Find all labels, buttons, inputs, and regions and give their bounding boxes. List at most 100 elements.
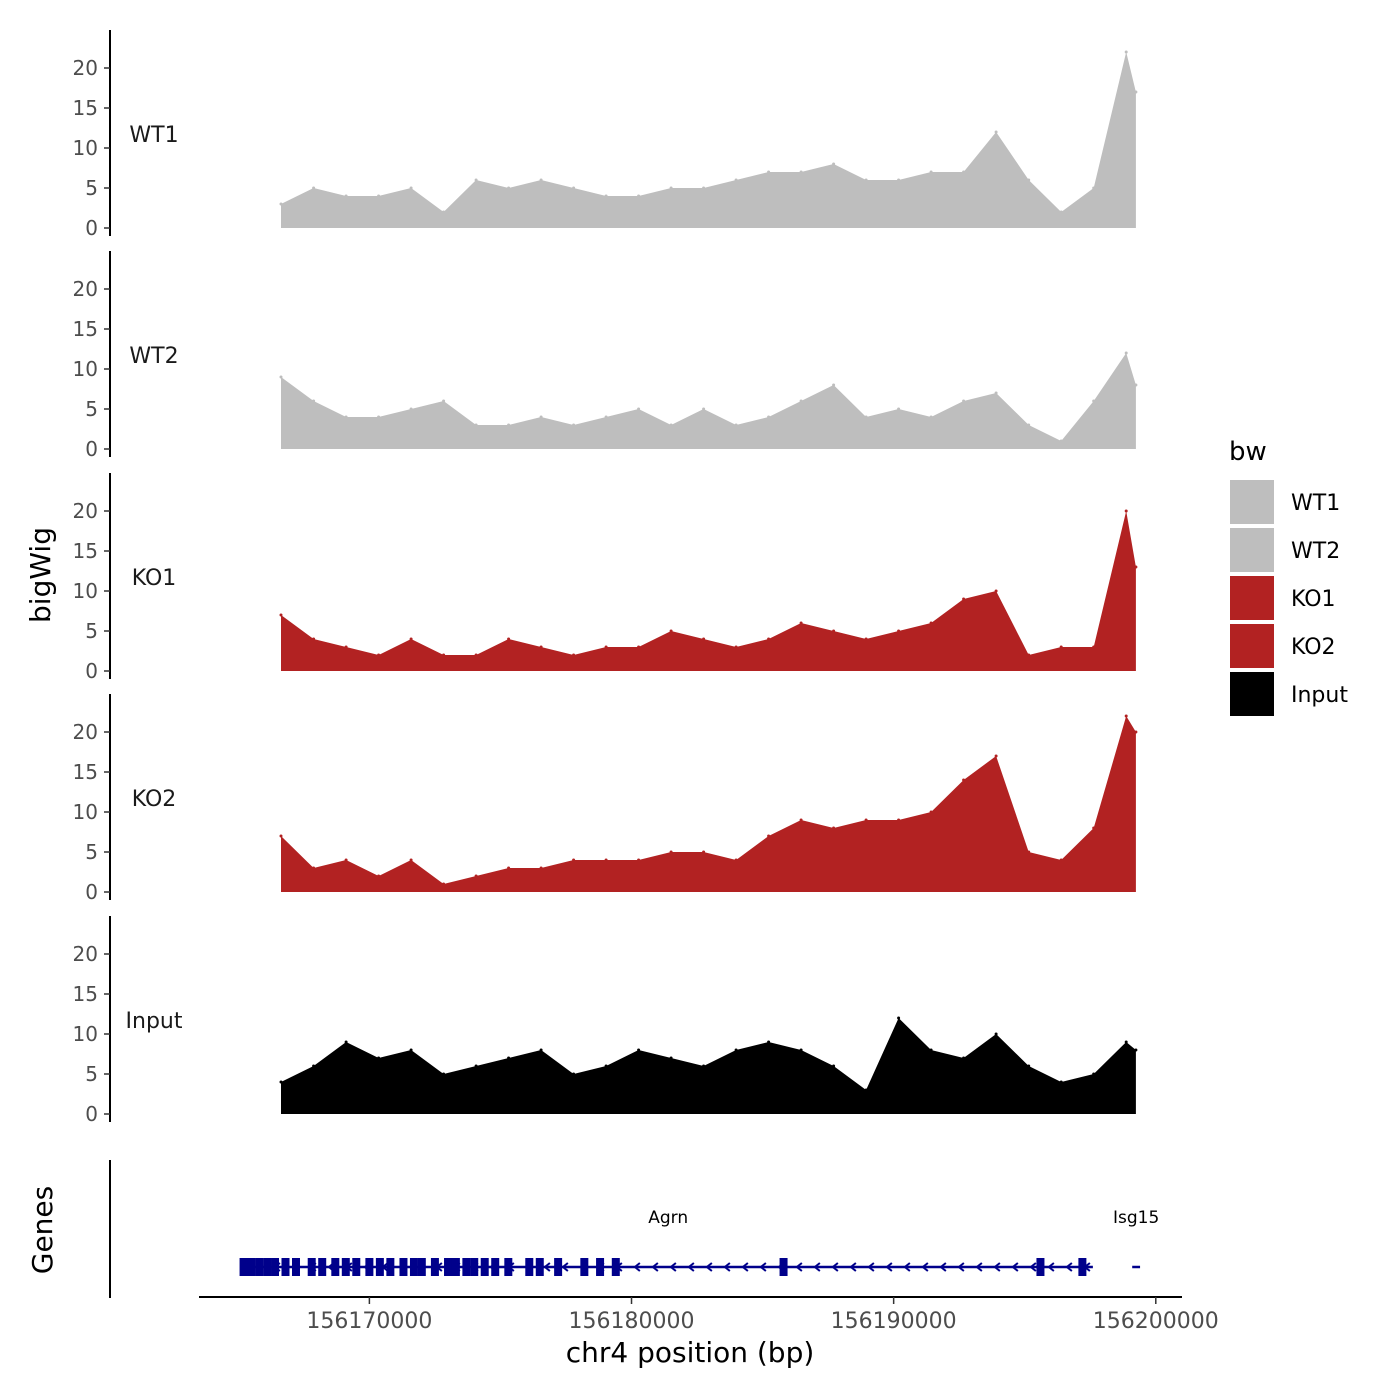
data-point xyxy=(377,1056,381,1060)
x-axis-title: chr4 position (bp) xyxy=(566,1336,815,1369)
strand-arrow xyxy=(939,1262,947,1272)
y-tick-label: 15 xyxy=(73,760,98,784)
data-point xyxy=(799,170,803,174)
legend-label: KO2 xyxy=(1291,635,1336,660)
x-tick-label: 156190000 xyxy=(831,1309,957,1334)
exon xyxy=(462,1258,471,1276)
data-point xyxy=(864,1088,868,1092)
gene-label: Isg15 xyxy=(1113,1208,1159,1228)
data-point xyxy=(604,645,608,649)
data-point xyxy=(539,645,543,649)
strand-arrow xyxy=(993,1262,1001,1272)
coverage-area xyxy=(281,1018,1136,1114)
data-point xyxy=(344,415,348,419)
data-point xyxy=(1134,383,1138,387)
data-point xyxy=(572,858,576,862)
data-point xyxy=(929,170,933,174)
data-point xyxy=(572,186,576,190)
legend-label: KO1 xyxy=(1291,587,1336,612)
data-point xyxy=(1092,1072,1096,1076)
y-tick-label: 5 xyxy=(85,619,98,643)
exon xyxy=(1036,1258,1045,1276)
track-panel-ko2: 0 5 10 15 20 KO2 xyxy=(73,694,1138,904)
legend-swatch xyxy=(1230,480,1274,524)
y-tick-label: 5 xyxy=(85,1062,98,1086)
data-point xyxy=(669,850,673,854)
data-point xyxy=(767,415,771,419)
data-point xyxy=(507,423,511,427)
y-tick-label: 20 xyxy=(73,720,98,744)
data-point xyxy=(279,613,283,617)
y-tick-label: 20 xyxy=(73,499,98,523)
data-point xyxy=(897,407,901,411)
data-point xyxy=(994,130,998,134)
data-point xyxy=(377,874,381,878)
y-tick-label: 0 xyxy=(85,1102,98,1126)
data-point xyxy=(702,637,706,641)
data-point xyxy=(929,1048,933,1052)
y-tick-label: 0 xyxy=(85,437,98,461)
data-point xyxy=(637,194,641,198)
data-point xyxy=(1059,1080,1063,1084)
strand-arrow xyxy=(975,1262,983,1272)
data-point xyxy=(702,1064,706,1068)
y-tick-label: 0 xyxy=(85,216,98,240)
data-point xyxy=(279,1080,283,1084)
data-point xyxy=(994,1032,998,1036)
data-point xyxy=(929,810,933,814)
strand-arrow xyxy=(741,1262,749,1272)
data-point xyxy=(669,1056,673,1060)
exon xyxy=(255,1258,264,1276)
y-tick-label: 0 xyxy=(85,659,98,683)
y-tick-label: 20 xyxy=(73,942,98,966)
strand-arrow xyxy=(651,1262,659,1272)
data-point xyxy=(377,653,381,657)
genes-axis-label: Genes xyxy=(26,1186,59,1274)
data-point xyxy=(767,834,771,838)
data-point xyxy=(442,210,446,214)
data-point xyxy=(669,186,673,190)
data-point xyxy=(572,653,576,657)
legend-label: WT1 xyxy=(1291,491,1340,516)
exon xyxy=(271,1258,280,1276)
y-tick-label: 15 xyxy=(73,539,98,563)
exon xyxy=(596,1258,605,1276)
data-point xyxy=(897,818,901,822)
data-point xyxy=(832,1064,836,1068)
data-point xyxy=(344,858,348,862)
data-point xyxy=(377,194,381,198)
strand-arrow xyxy=(813,1262,821,1272)
data-point xyxy=(962,778,966,782)
data-point xyxy=(474,423,478,427)
legend-swatch xyxy=(1230,528,1274,572)
data-point xyxy=(1059,858,1063,862)
strand-arrow xyxy=(867,1262,875,1272)
exon xyxy=(318,1258,327,1276)
data-point xyxy=(604,415,608,419)
track-panel-wt2: 0 5 10 15 20 WT2 xyxy=(73,251,1138,461)
data-point xyxy=(409,407,413,411)
data-point xyxy=(734,1048,738,1052)
y-tick-label: 0 xyxy=(85,880,98,904)
data-point xyxy=(344,645,348,649)
data-point xyxy=(897,178,901,182)
track-panel-input: 0 5 10 15 20 Input xyxy=(73,916,1138,1126)
data-point xyxy=(1027,850,1031,854)
data-point xyxy=(1027,1064,1031,1068)
data-point xyxy=(312,866,316,870)
data-point xyxy=(312,399,316,403)
data-point xyxy=(994,391,998,395)
data-point xyxy=(539,415,543,419)
data-point xyxy=(474,1064,478,1068)
exon xyxy=(281,1258,290,1276)
data-point xyxy=(702,407,706,411)
data-point xyxy=(637,407,641,411)
data-point xyxy=(1027,423,1031,427)
exon xyxy=(341,1258,350,1276)
exon xyxy=(386,1258,395,1276)
exon xyxy=(430,1258,439,1276)
data-point xyxy=(1059,210,1063,214)
data-point xyxy=(507,637,511,641)
strand-arrow xyxy=(795,1262,803,1272)
data-point xyxy=(312,186,316,190)
